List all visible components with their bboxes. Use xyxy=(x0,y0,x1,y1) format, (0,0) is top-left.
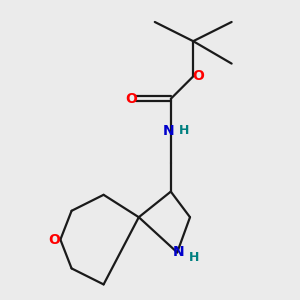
Text: N: N xyxy=(162,124,174,138)
Text: O: O xyxy=(48,232,60,247)
Text: H: H xyxy=(189,251,199,264)
Text: O: O xyxy=(125,92,137,106)
Text: H: H xyxy=(179,124,189,137)
Text: O: O xyxy=(192,69,204,83)
Text: N: N xyxy=(173,245,184,260)
